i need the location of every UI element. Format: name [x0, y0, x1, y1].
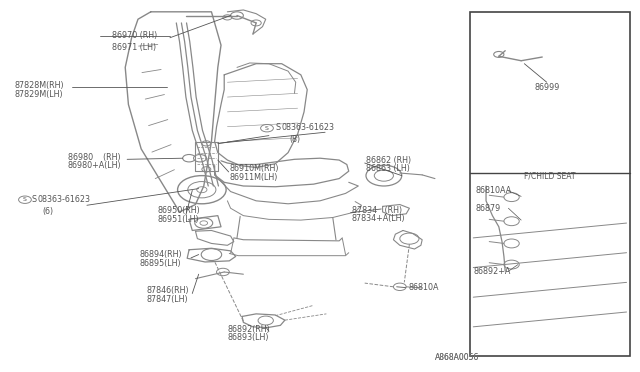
Text: 08363-61623: 08363-61623	[38, 195, 91, 204]
Text: 86980    (RH): 86980 (RH)	[68, 153, 120, 161]
Circle shape	[504, 260, 519, 269]
Text: (6): (6)	[42, 208, 53, 217]
Text: S: S	[31, 195, 36, 204]
Text: 87834   (RH): 87834 (RH)	[352, 206, 402, 215]
Text: 86999: 86999	[534, 83, 559, 92]
Text: 08363-61623: 08363-61623	[282, 123, 335, 132]
Text: 86892(RH): 86892(RH)	[227, 324, 270, 334]
Circle shape	[216, 268, 229, 276]
Text: F/CHILD SEAT: F/CHILD SEAT	[524, 171, 575, 180]
Circle shape	[182, 154, 195, 162]
Text: 86980+A(LH): 86980+A(LH)	[68, 161, 122, 170]
Text: 86951(LH): 86951(LH)	[157, 215, 199, 224]
Text: 86970 (RH): 86970 (RH)	[113, 31, 157, 41]
Text: 87834+A(LH): 87834+A(LH)	[352, 215, 406, 224]
Text: A868A0056: A868A0056	[435, 353, 479, 362]
Text: 86810A: 86810A	[408, 283, 438, 292]
Text: 87846(RH): 87846(RH)	[147, 286, 189, 295]
Bar	[470, 12, 630, 356]
Text: 87828M(RH): 87828M(RH)	[15, 81, 65, 90]
Text: 86862 (RH): 86862 (RH)	[366, 155, 411, 164]
Text: 86894(RH): 86894(RH)	[140, 250, 182, 259]
Circle shape	[504, 193, 519, 202]
Text: 86893(LH): 86893(LH)	[227, 333, 269, 343]
Text: S: S	[22, 197, 26, 202]
Text: S: S	[264, 126, 268, 131]
Circle shape	[193, 154, 206, 162]
Text: 86895(LH): 86895(LH)	[140, 259, 182, 268]
Text: 86892+A: 86892+A	[473, 267, 511, 276]
Circle shape	[504, 217, 519, 226]
Text: 86910M(RH): 86910M(RH)	[229, 164, 279, 173]
Text: 86879: 86879	[475, 204, 500, 213]
Text: 86863 (LH): 86863 (LH)	[366, 164, 410, 173]
Text: 86911M(LH): 86911M(LH)	[229, 173, 278, 182]
Text: 87829M(LH): 87829M(LH)	[15, 90, 63, 99]
Circle shape	[504, 239, 519, 248]
Text: S: S	[275, 123, 280, 132]
Text: A868A0056: A868A0056	[435, 353, 479, 362]
Text: 86971 (LH): 86971 (LH)	[113, 42, 157, 51]
Text: 87847(LH): 87847(LH)	[147, 295, 188, 304]
Text: 86810AA: 86810AA	[475, 186, 511, 195]
Text: (8): (8)	[289, 135, 300, 144]
Text: 86950(RH): 86950(RH)	[157, 206, 200, 215]
